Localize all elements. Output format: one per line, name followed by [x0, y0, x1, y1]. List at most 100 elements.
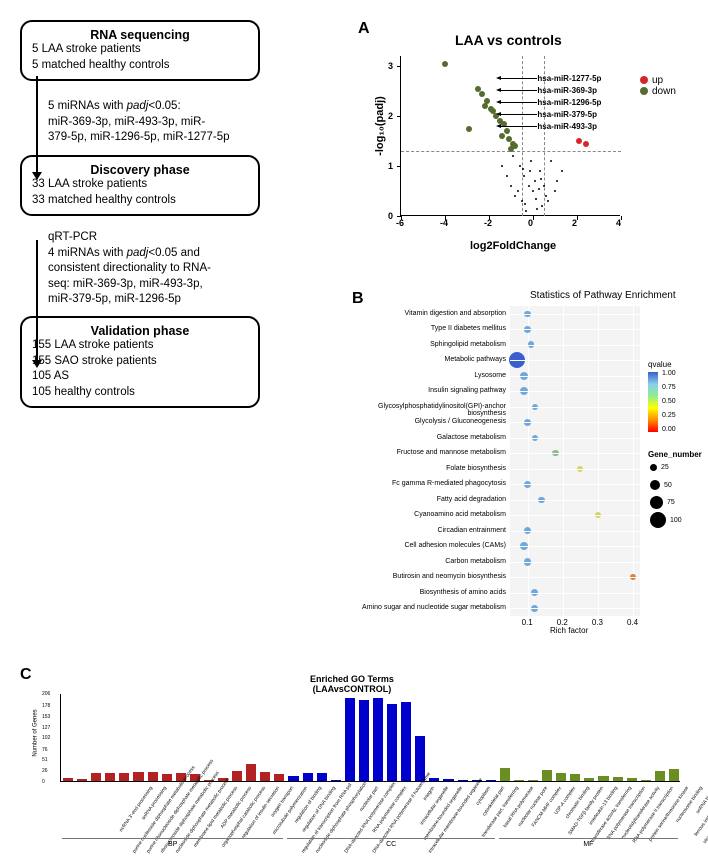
volcano-annotation: hsa-miR-379-5p — [537, 110, 597, 119]
pathway-xlabel: Rich factor — [550, 626, 588, 635]
go-bar — [373, 698, 383, 781]
arrow2-text: qRT-PCR 4 miRNAs with padj<0.05 and cons… — [48, 220, 260, 316]
go-ytick: 26 — [42, 768, 48, 774]
pathway-row-label: Insulin signaling pathway — [340, 387, 506, 394]
go-category-label: MF — [499, 838, 678, 848]
qvalue-label: qvalue — [648, 360, 672, 369]
ns-point — [506, 175, 508, 177]
pathway-row-label: Sphingolipid metabolism — [340, 341, 506, 348]
pathway-chart: Statistics of Pathway Enrichment Rich fa… — [350, 290, 700, 660]
go-bar — [570, 774, 580, 781]
go-bar — [528, 780, 538, 781]
go-bar — [63, 778, 73, 781]
qvalue-tick: 0.25 — [662, 412, 676, 419]
pathway-row-label: Circadian entrainment — [340, 527, 506, 534]
x-tick: 2 — [572, 218, 577, 228]
ns-point — [556, 180, 558, 182]
go-bar — [359, 700, 369, 781]
volcano-ylabel: -log₁₀(padj) — [374, 96, 386, 156]
go-bar — [415, 736, 425, 781]
box3-line2: 155 SAO stroke patients — [32, 354, 248, 370]
pathway-row-label: Cell adhesion molecules (CAMs) — [340, 542, 506, 549]
ns-point — [501, 165, 503, 167]
volcano-legend: up down — [640, 75, 676, 97]
go-ytick: 153 — [42, 714, 50, 720]
go-bar — [260, 772, 270, 781]
box3-line1: 155 LAA stroke patients — [32, 338, 248, 354]
go-bar — [162, 774, 172, 781]
arrow-line-2 — [36, 240, 38, 360]
volcano-plot-area: hsa-miR-1277-5phsa-miR-369-3phsa-miR-129… — [400, 56, 620, 216]
go-bar — [627, 778, 637, 781]
ns-point — [539, 170, 541, 172]
go-ytick: 0 — [42, 779, 45, 785]
flow-box-rnaseq: RNA sequencing 5 LAA stroke patients 5 m… — [20, 20, 260, 81]
pathway-row-label: Fatty acid degradation — [340, 496, 506, 503]
pathway-row-label: Amino sugar and nucleotide sugar metabol… — [340, 604, 506, 611]
ns-point — [512, 155, 514, 157]
qvalue-gradient — [648, 372, 658, 432]
go-bar — [105, 773, 115, 781]
up-point — [576, 138, 582, 144]
volcano-xlabel: log2FoldChange — [470, 240, 556, 252]
y-tick: 1 — [388, 161, 393, 171]
pathway-row-label: Metabolic pathways — [340, 356, 506, 363]
go-bar — [387, 704, 397, 781]
go-bar — [77, 779, 87, 781]
ns-point — [534, 180, 536, 182]
go-ytick: 127 — [42, 725, 50, 731]
down-point — [466, 126, 472, 132]
go-bar — [274, 774, 284, 781]
pathway-row-label: Vitamin digestion and absorption — [340, 310, 506, 317]
down-point — [508, 146, 514, 152]
go-plot-area — [60, 694, 680, 782]
go-bar — [148, 772, 158, 781]
go-bar — [458, 780, 468, 781]
ns-point — [547, 200, 549, 202]
ns-point — [541, 205, 543, 207]
box3-line4: 105 healthy controls — [32, 385, 248, 401]
arrow-line-1 — [36, 76, 38, 172]
box2-title: Discovery phase — [32, 163, 248, 177]
ns-point — [510, 185, 512, 187]
qvalue-tick: 0.75 — [662, 384, 676, 391]
go-bar — [556, 773, 566, 781]
go-ytick: 76 — [42, 747, 48, 753]
arrow-head-2 — [32, 360, 42, 368]
ns-point — [550, 160, 552, 162]
volcano-annotation: hsa-miR-1296-5p — [537, 98, 601, 107]
legend-up: up — [640, 75, 676, 86]
go-ylabel: Number of Genes — [33, 709, 39, 756]
y-tick: 0 — [388, 211, 393, 221]
go-bar — [401, 702, 411, 781]
legend-up-dot — [640, 76, 648, 84]
go-bar — [598, 776, 608, 781]
box1-title: RNA sequencing — [32, 28, 248, 42]
down-point — [442, 61, 448, 67]
annotation-arrow — [500, 114, 537, 115]
go-category-label: CC — [287, 838, 494, 848]
go-ytick: 102 — [42, 735, 50, 741]
ns-point — [554, 190, 556, 192]
pathway-row-label: Carbon metabolism — [340, 558, 506, 565]
box3-line3: 105 AS — [32, 369, 248, 385]
box1-line1: 5 LAA stroke patients — [32, 42, 248, 58]
box2-line1: 33 LAA stroke patients — [32, 177, 248, 193]
go-chart: Enriched GO Terms (LAAvsCONTROL) Number … — [30, 680, 685, 850]
go-bar — [429, 778, 439, 781]
y-tick: 2 — [388, 111, 393, 121]
gene-size-item: 25 — [650, 464, 669, 471]
go-bar — [500, 768, 510, 781]
go-ytick: 178 — [42, 703, 50, 709]
go-bar — [443, 779, 453, 781]
qvalue-tick: 0.50 — [662, 398, 676, 405]
flow-box-validation: Validation phase 155 LAA stroke patients… — [20, 316, 260, 408]
go-bar — [655, 771, 665, 781]
legend-down-dot — [640, 87, 648, 95]
flow-box-discovery: Discovery phase 33 LAA stroke patients 3… — [20, 155, 260, 216]
go-bar — [331, 780, 341, 781]
pathway-row-label: Type II diabetes mellitus — [340, 325, 506, 332]
pathway-row-label: Cyanoamino acid metabolism — [340, 511, 506, 518]
up-point — [583, 141, 589, 147]
x-tick: 4 — [616, 218, 621, 228]
